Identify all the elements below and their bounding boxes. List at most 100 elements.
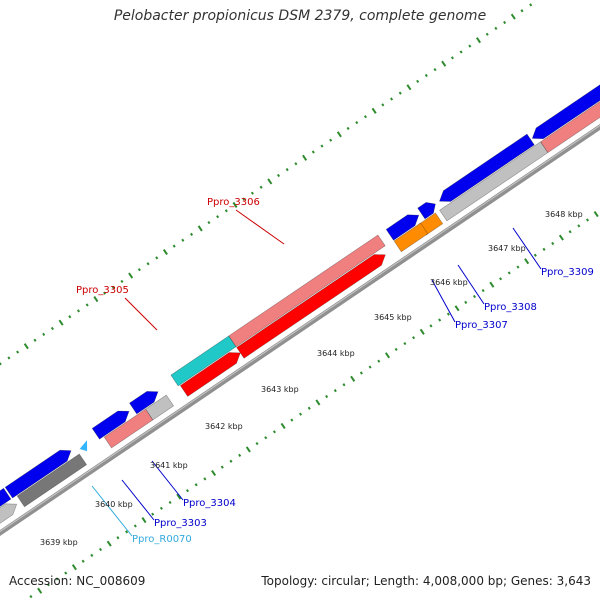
gene-feature[interactable] (129, 391, 159, 415)
scale-label: 3645 kbp (374, 313, 412, 322)
outer-tick (294, 162, 298, 166)
inner-tick (194, 483, 198, 487)
inner-tick (29, 594, 33, 599)
outer-tick (381, 103, 385, 107)
scale-label: 3639 kbp (40, 538, 78, 547)
outer-tick (520, 9, 524, 13)
outer-tick (216, 215, 220, 219)
inner-tick (533, 253, 537, 257)
gene-label-ppro-r0070[interactable]: Ppro_R0070 (132, 534, 192, 545)
gene-feature[interactable] (0, 487, 12, 521)
scale-label: 3644 kbp (317, 349, 355, 358)
inner-tick (98, 547, 103, 552)
inner-tick (368, 365, 372, 369)
gene-label-ppro-3303[interactable]: Ppro_3303 (154, 518, 207, 529)
inner-tick (151, 512, 155, 516)
gene-feature[interactable] (385, 214, 420, 241)
scale-ticks (0, 3, 599, 599)
inner-tick (220, 465, 224, 469)
inner-tick (377, 359, 381, 363)
outer-tick (406, 84, 412, 91)
outer-tick (207, 220, 211, 225)
outer-tick (329, 138, 333, 142)
gene-label-ppro-3308[interactable]: Ppro_3308 (484, 302, 537, 313)
inner-tick (454, 305, 460, 312)
gene-feature[interactable] (439, 133, 535, 202)
page-title: Pelobacter propionicus DSM 2379, complet… (113, 8, 487, 24)
outer-tick (103, 291, 107, 295)
outer-tick (285, 168, 289, 172)
inner-tick (384, 352, 391, 359)
outer-tick (476, 37, 482, 44)
outer-tick (320, 144, 324, 148)
inner-tick (325, 394, 329, 399)
outer-tick (120, 279, 124, 284)
gene-Ppro_3309[interactable] (439, 141, 549, 222)
gene-Ppro_3302[interactable] (0, 503, 18, 532)
gene-label-ppro-3304[interactable]: Ppro_3304 (183, 498, 236, 509)
outer-tick (181, 238, 185, 242)
inner-tick (211, 469, 217, 477)
gene-Ppro_3306[interactable] (236, 254, 386, 359)
outer-tick (93, 296, 99, 303)
inner-tick (299, 412, 303, 416)
outer-tick (468, 44, 472, 48)
gene-Ppro_3307[interactable] (393, 222, 429, 253)
gene-Ppro_3305[interactable] (179, 352, 241, 397)
scale-label: 3647 kbp (488, 244, 526, 253)
inner-tick (133, 524, 137, 528)
scale-labels: 3639 kbp 3640 kbp 3641 kbp 3642 kbp 3643 kbp… (40, 210, 583, 547)
outer-tick (433, 67, 437, 72)
inner-tick (568, 230, 572, 234)
backbone (0, 123, 600, 537)
outer-tick (336, 131, 342, 138)
outer-tick (23, 343, 29, 350)
outer-tick (441, 60, 447, 67)
inner-tick (125, 530, 129, 534)
outer-tick (58, 319, 64, 326)
gene-label-ppro-3309[interactable]: Ppro_3309 (541, 267, 594, 278)
inner-tick (238, 453, 242, 457)
summary-text: Topology: circular; Length: 4,008,000 bp… (261, 574, 591, 588)
inner-tick (472, 294, 476, 299)
gene-label-ppro-3306[interactable]: Ppro_3306 (207, 197, 260, 208)
scale-label: 3646 kbp (430, 278, 468, 287)
outer-tick (232, 201, 238, 208)
gene-label-ppro-3305[interactable]: Ppro_3305 (76, 285, 129, 296)
inner-tick (290, 418, 294, 422)
outer-tick (267, 178, 273, 185)
outer-tick (398, 91, 402, 95)
gene-label-ppro-3307[interactable]: Ppro_3307 (455, 320, 508, 331)
gene-feature[interactable] (540, 90, 600, 154)
outer-tick (416, 79, 420, 83)
inner-tick (551, 241, 555, 246)
inner-tick (489, 281, 495, 288)
outer-tick (390, 97, 394, 101)
outer-tick (42, 332, 46, 336)
inner-tick (350, 375, 356, 382)
inner-tick (333, 389, 337, 393)
outer-tick (363, 115, 367, 119)
gene-Ppro_3303[interactable] (91, 410, 130, 440)
outer-tick (259, 185, 263, 189)
accession-text: Accession: NC_008609 (9, 574, 146, 588)
gene-Ppro_3306-rna[interactable] (228, 234, 386, 348)
outer-tick (128, 272, 134, 279)
inner-tick (280, 422, 286, 429)
outer-tick (197, 225, 203, 232)
outer-tick (355, 120, 359, 125)
trna-Ppro_R0070[interactable] (79, 440, 88, 452)
outer-tick (311, 150, 315, 154)
outer-tick (302, 154, 308, 161)
inner-tick (307, 406, 311, 410)
inner-tick (577, 224, 581, 228)
gene-feature[interactable] (4, 449, 72, 499)
gene-feature[interactable] (417, 202, 436, 220)
gene-feature[interactable] (145, 394, 175, 421)
scale-label: 3642 kbp (205, 422, 243, 431)
inner-tick (90, 553, 94, 557)
gene-feature[interactable] (531, 78, 600, 140)
gene-feature[interactable] (16, 453, 88, 508)
